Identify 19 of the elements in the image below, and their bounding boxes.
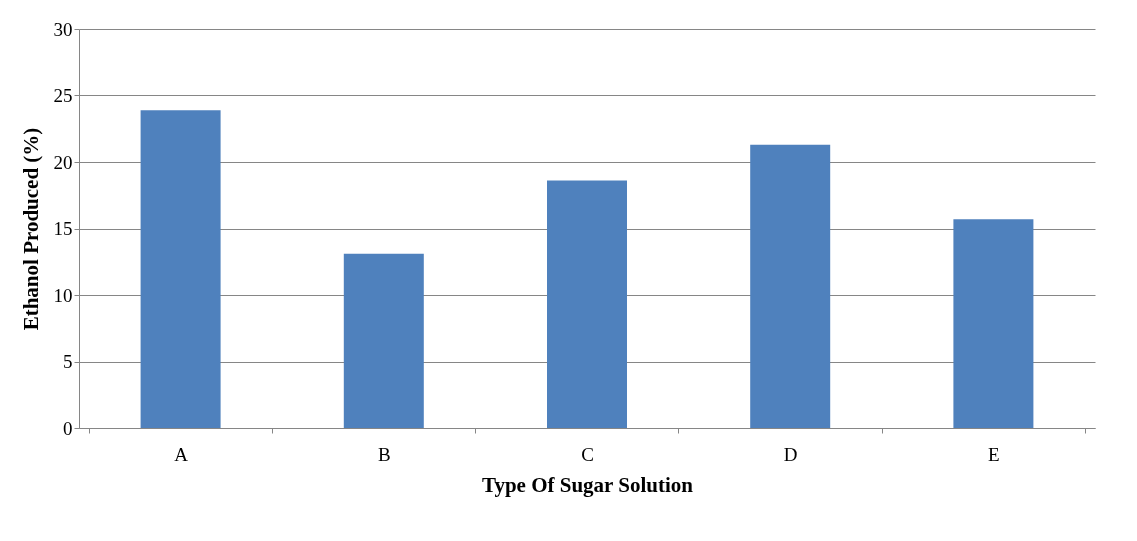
x-tick-label: B bbox=[377, 443, 391, 465]
x-tick-label: C bbox=[581, 443, 594, 465]
y-tick-label: 20 bbox=[53, 151, 73, 173]
y-tick-label: 30 bbox=[53, 18, 73, 40]
x-axis-title: Type Of Sugar Solution bbox=[481, 472, 694, 497]
y-tick-label: 15 bbox=[53, 218, 73, 239]
bar bbox=[953, 219, 1034, 428]
x-tick-label: D bbox=[783, 443, 798, 465]
y-axis-title: Ethanol Produced (%) bbox=[18, 127, 43, 331]
y-tick-label: 5 bbox=[63, 351, 73, 372]
y-tick-label: 10 bbox=[53, 284, 73, 306]
x-tick-label: A bbox=[174, 443, 189, 465]
bar bbox=[750, 144, 831, 428]
bar bbox=[140, 110, 221, 428]
x-tick-label: E bbox=[988, 443, 1000, 465]
y-tick-label: 25 bbox=[53, 85, 73, 106]
bar bbox=[547, 180, 627, 428]
bar bbox=[343, 253, 424, 428]
y-tick-label: 0 bbox=[63, 417, 73, 439]
